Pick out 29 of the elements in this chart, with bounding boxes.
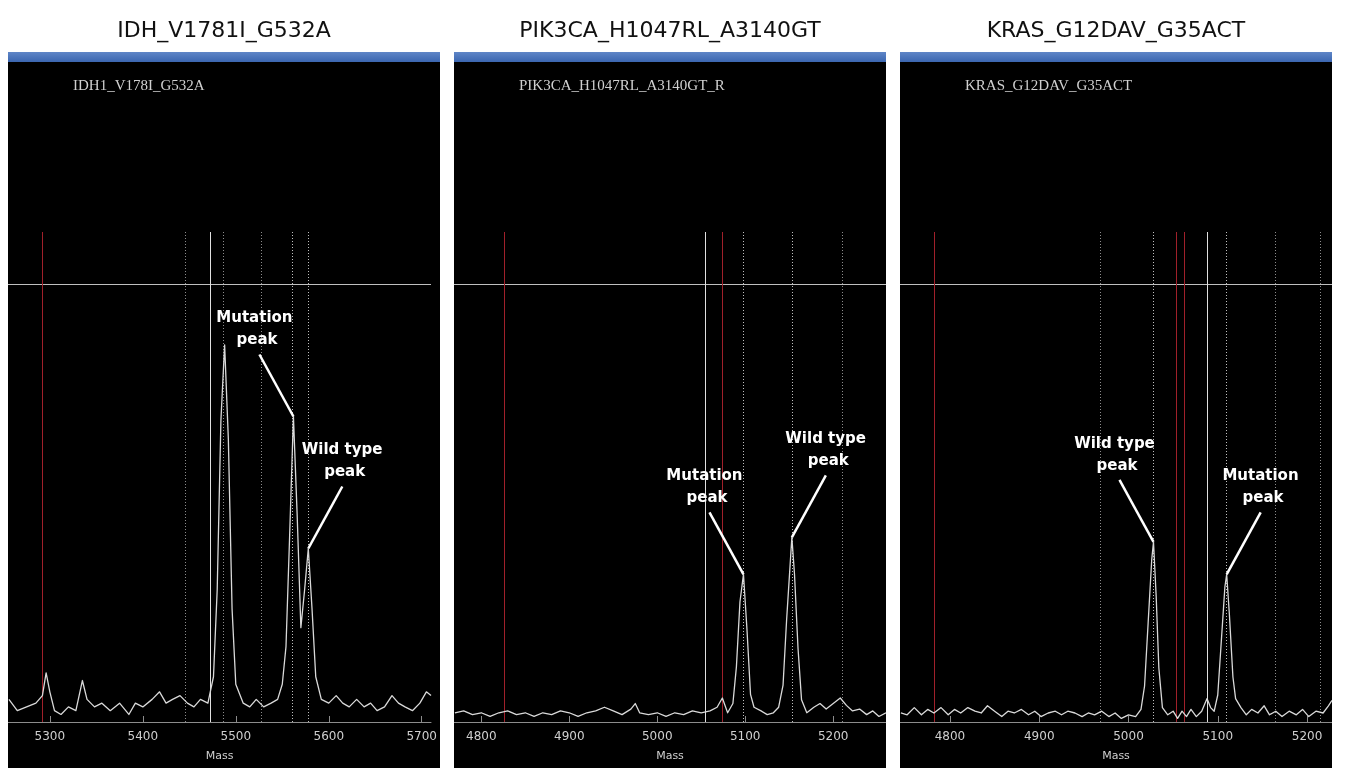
x-tick-label: 4900 xyxy=(553,729,585,743)
annotation: Wild type peak xyxy=(301,440,388,481)
x-tick-label: 5000 xyxy=(1113,729,1144,743)
chart-title: IDH_V1781I_G532A xyxy=(116,16,332,45)
chart-title: KRAS_G12DAV_G35ACT xyxy=(965,76,1133,93)
x-axis-title: Mass xyxy=(656,749,685,762)
annotation: Mutation peak xyxy=(1222,465,1304,506)
x-tick-label: 5100 xyxy=(729,729,761,743)
x-tick-label: 5500 xyxy=(220,729,252,743)
x-tick-label: 5600 xyxy=(313,729,345,743)
x-tick-label: 5700 xyxy=(406,729,437,743)
annotation: Mutation peak xyxy=(216,308,298,349)
x-tick-label: 5200 xyxy=(1291,729,1323,743)
x-tick-label: 5400 xyxy=(127,729,159,743)
x-tick-label: 4900 xyxy=(1023,729,1055,743)
chart-subtitle: IDH1_V178I_G532A xyxy=(73,76,205,93)
chart-subtitle: PIK3CA_H1047RL_A3140GT_R xyxy=(519,76,725,93)
chart-subtitle: KRAS_G12DAV_G35ACT xyxy=(985,16,1247,45)
annotation: Wild type peak xyxy=(1074,433,1161,474)
annotation: Wild type peak xyxy=(785,429,872,470)
x-axis-title: Mass xyxy=(1102,749,1131,762)
x-tick-label: 5200 xyxy=(817,729,849,743)
chart-title: PIK3CA_H1047RL_A3140GT xyxy=(518,16,822,45)
x-tick-label: 4800 xyxy=(466,729,497,743)
x-axis-title: Mass xyxy=(205,749,234,762)
x-tick-label: 5000 xyxy=(641,729,673,743)
x-tick-label: 5100 xyxy=(1202,729,1234,743)
x-tick-label: 5300 xyxy=(34,729,66,743)
x-tick-label: 4800 xyxy=(934,729,966,743)
